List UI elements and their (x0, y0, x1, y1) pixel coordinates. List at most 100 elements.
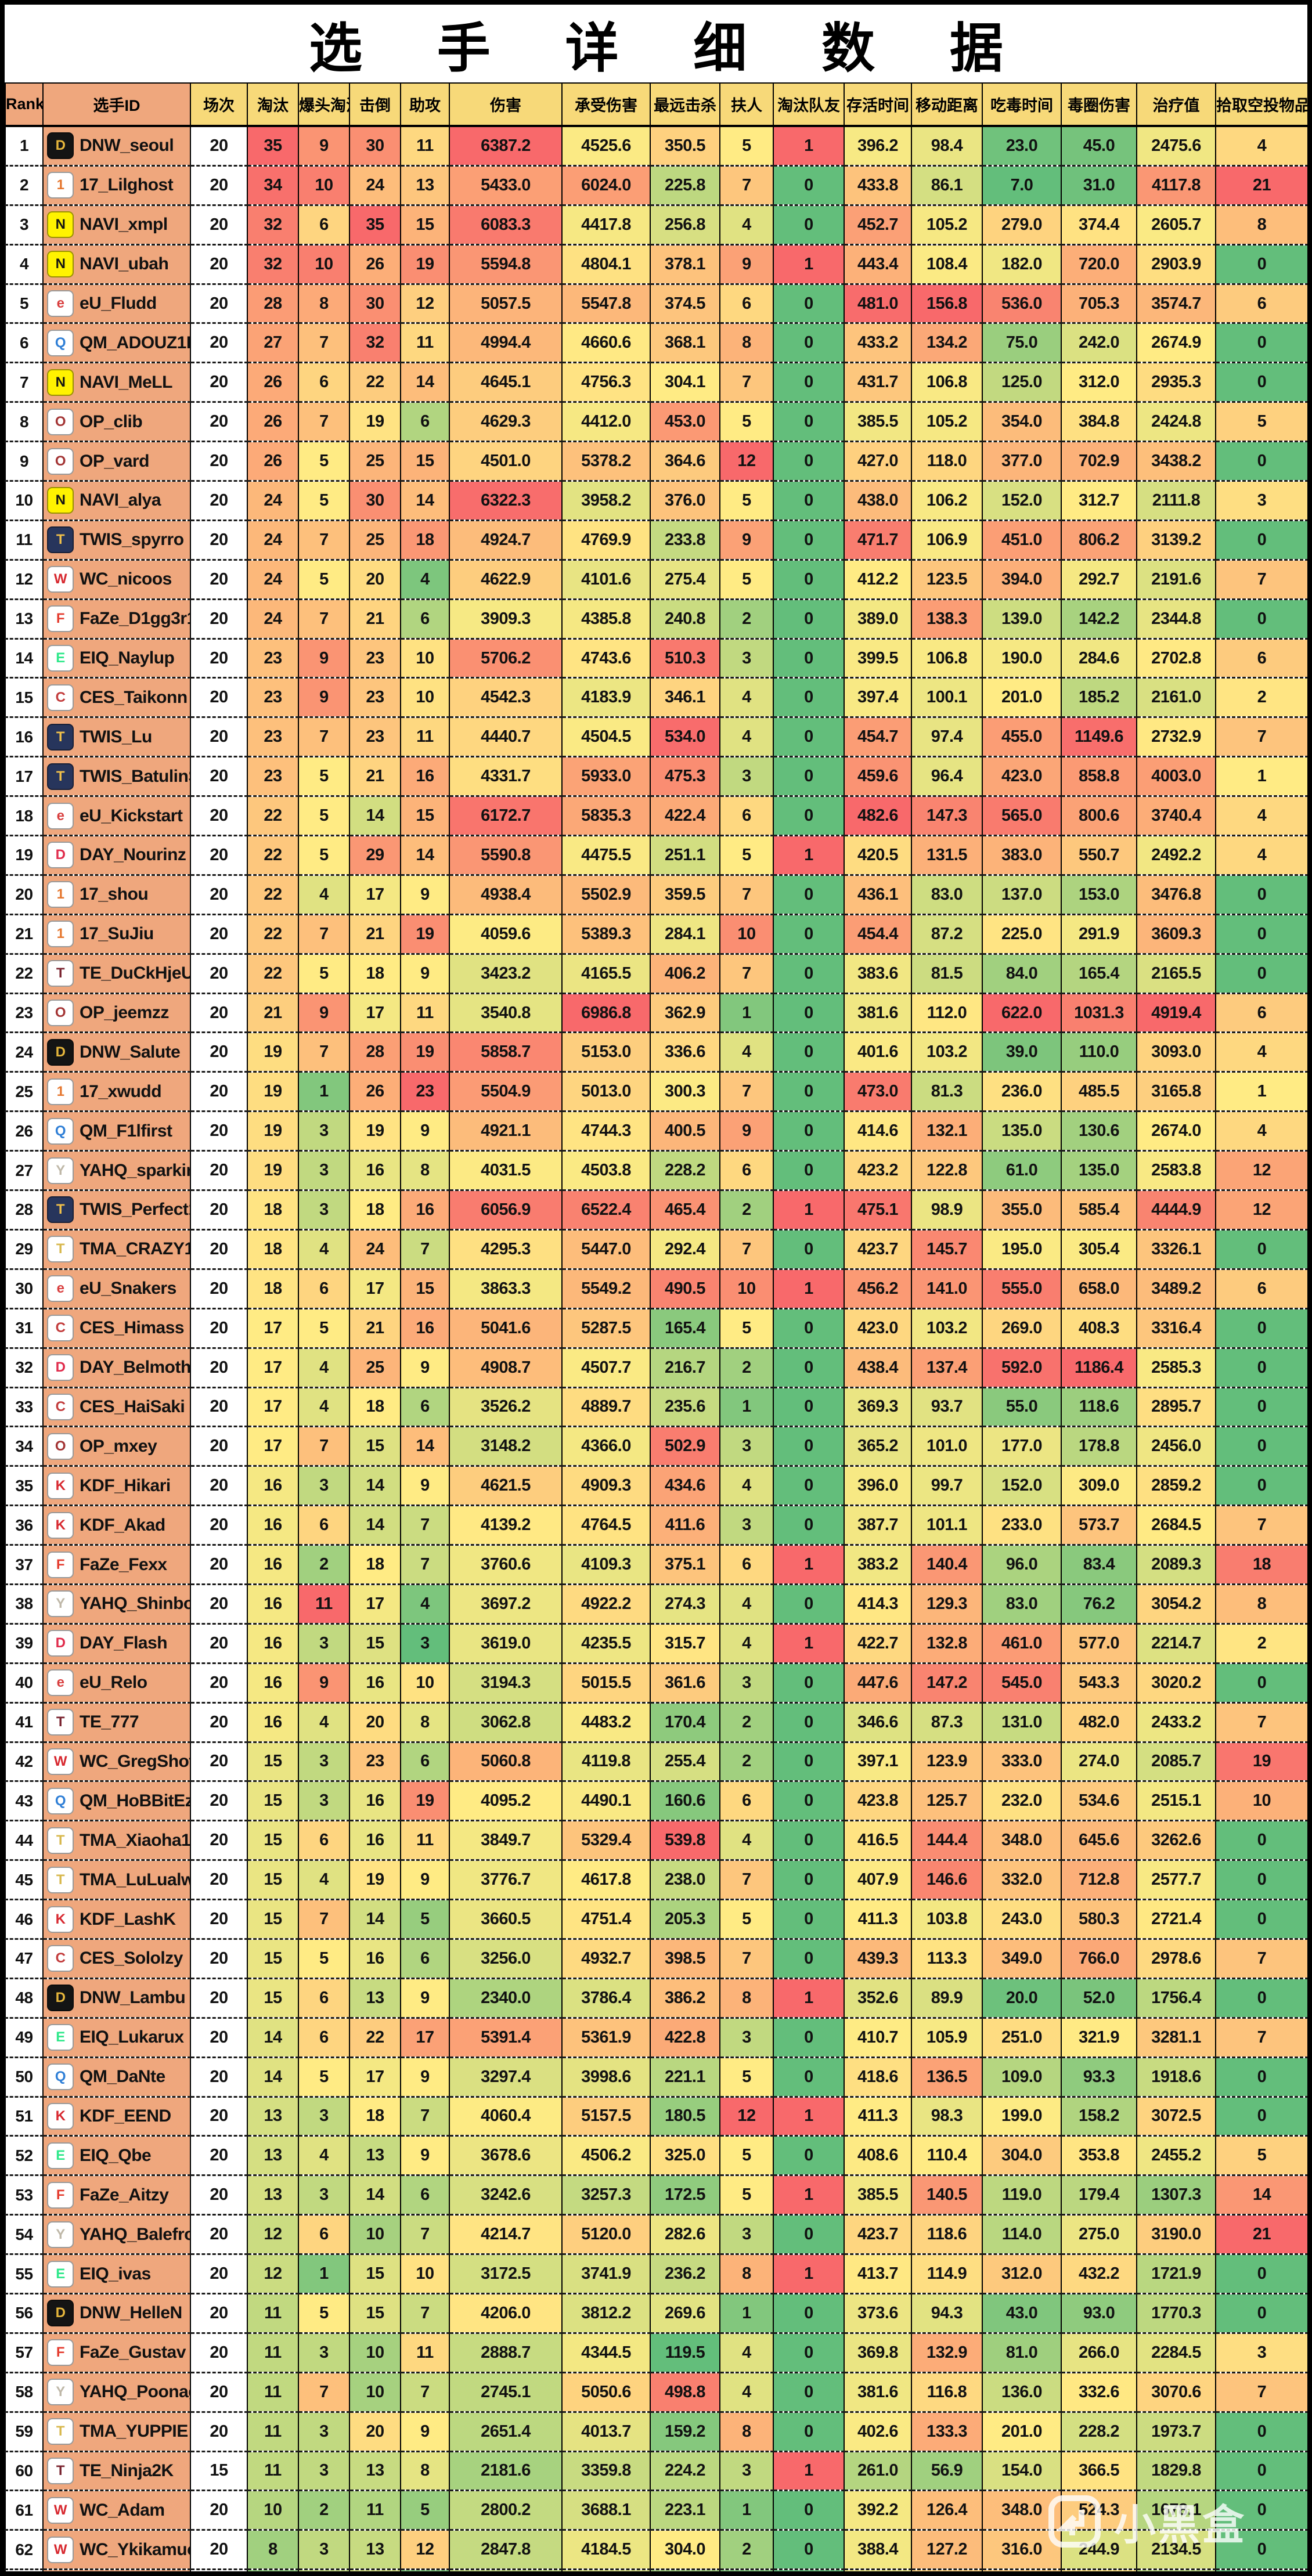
column-header-airdrop-items: 拾取空投物品 (1215, 82, 1307, 127)
stat-cell-kills: 15 (247, 1938, 299, 1979)
stat-cell-matches: 20 (190, 1150, 248, 1192)
stat-cell-damage: 5391.4 (449, 2016, 563, 2058)
stat-cell-damage-taken: 5013.0 (561, 1071, 651, 1113)
stat-cell-kills: 16 (247, 1583, 299, 1625)
stat-cell-damage: 4501.0 (449, 441, 563, 482)
stat-cell-survival-time: 418.6 (844, 2056, 912, 2098)
stat-cell-zone-time: 455.0 (982, 716, 1062, 758)
rank-cell: 1 (5, 125, 44, 167)
player-id-text: 17_SuJiu (80, 924, 154, 944)
stat-cell-revives: 5 (719, 2135, 774, 2177)
stat-cell-team-kills: 0 (773, 2568, 845, 2571)
stat-cell-move-distance: 141.0 (911, 1268, 983, 1309)
stat-cell-knocks: 28 (349, 1031, 401, 1073)
stat-cell-knocks: 25 (349, 519, 401, 561)
stat-cell-zone-time: 332.0 (982, 1859, 1062, 1901)
stat-cell-airdrop-items: 0 (1215, 913, 1307, 955)
stat-cell-damage: 4440.7 (449, 716, 563, 758)
player-row: 7 N NAVI_MeLL 20 26 6 22 14 4645.1 4756.3 304.1 7 0 4… (5, 362, 1307, 403)
stat-cell-damage: 3540.8 (449, 992, 563, 1034)
stat-cell-healing: 2475.6 (1136, 125, 1216, 167)
stat-cell-move-distance: 87.2 (911, 913, 983, 955)
stat-cell-longest-kill: 235.6 (650, 1386, 720, 1428)
stat-cell-revives: 4 (719, 1820, 774, 1861)
stat-cell-matches: 20 (190, 2371, 248, 2413)
stat-cell-revives: 7 (719, 874, 774, 915)
player-id-text: TE_Ninja2K (80, 2460, 174, 2480)
stat-cell-revives: 2 (719, 598, 774, 640)
player-id-cell: C CES_Sololzy (42, 1938, 191, 1979)
stat-cell-headshot-kills: 3 (298, 2568, 350, 2571)
player-id-text: WC_Ykikamucow (80, 2539, 189, 2559)
stat-cell-headshot-kills: 2 (298, 2490, 350, 2531)
stat-cell-kills: 12 (247, 2214, 299, 2256)
player-row: 10 N NAVI_alya 20 24 5 30 14 6322.3 3958.2 376.0 5 0… (5, 480, 1307, 521)
rank-cell: 58 (5, 2371, 44, 2413)
stat-cell-matches: 20 (190, 953, 248, 994)
stat-cell-revives: 4 (719, 716, 774, 758)
stat-cell-matches: 20 (190, 1426, 248, 1467)
player-id-cell: Y YAHQ_Shinboi (42, 1583, 191, 1625)
player-row: 6 Q QM_ADOUZ1E 20 27 7 32 11 4994.4 4660.6 368.1 8 0… (5, 322, 1307, 364)
stat-cell-kills: 32 (247, 204, 299, 246)
stat-cell-matches: 20 (190, 1662, 248, 1704)
stat-cell-headshot-kills: 3 (298, 1110, 350, 1152)
stat-cell-airdrop-items: 0 (1215, 2292, 1307, 2334)
stat-cell-team-kills: 0 (773, 2016, 845, 2058)
stat-cell-damage: 2888.7 (449, 2332, 563, 2373)
player-id-text: YAHQ_sparkingg (80, 1160, 189, 1180)
stat-cell-kills: 15 (247, 1820, 299, 1861)
stat-cell-survival-time: 454.4 (844, 913, 912, 955)
stat-cell-kills: 22 (247, 953, 299, 994)
stat-cell-kills: 11 (247, 2332, 299, 2373)
stat-cell-team-kills: 0 (773, 913, 845, 955)
stat-cell-revives: 4 (719, 1622, 774, 1664)
stat-cell-assists: 8 (400, 1150, 450, 1192)
stat-cell-kills: 19 (247, 1071, 299, 1113)
stat-cell-airdrop-items: 7 (1215, 1505, 1307, 1546)
stat-cell-matches: 20 (190, 2332, 248, 2373)
stat-cell-move-distance: 106.9 (911, 519, 983, 561)
stat-cell-healing: 3190.0 (1136, 2214, 1216, 2256)
stat-cell-assists: 17 (400, 2016, 450, 2058)
stat-cell-matches: 20 (190, 2253, 248, 2294)
stat-cell-healing: 2161.0 (1136, 677, 1216, 719)
stat-cell-assists: 7 (400, 2095, 450, 2137)
stat-cell-matches: 20 (190, 2568, 248, 2571)
stat-cell-damage: 4629.3 (449, 401, 563, 443)
stat-cell-damage: 3256.0 (449, 1938, 563, 1979)
stat-cell-assists: 19 (400, 1031, 450, 1073)
stat-cell-zone-time: 545.0 (982, 1662, 1062, 1704)
player-id-text: eU_Fludd (80, 294, 157, 313)
stat-cell-team-kills: 0 (773, 401, 845, 443)
stat-cell-matches: 20 (190, 322, 248, 364)
stat-cell-move-distance: 110.4 (911, 2135, 983, 2177)
stat-cell-move-distance: 105.9 (911, 2016, 983, 2058)
team-logo-icon: e (47, 290, 74, 317)
player-row: 8 O OP_clib 20 26 7 19 6 4629.3 4412.0 453.0 5 0 385.… (5, 401, 1307, 443)
player-id-cell: K KDF_Hikari (42, 1465, 191, 1507)
stat-cell-survival-time: 410.7 (844, 2016, 912, 2058)
stat-cell-assists: 9 (400, 1465, 450, 1507)
stat-cell-matches: 20 (190, 401, 248, 443)
stat-cell-assists: 6 (400, 1938, 450, 1979)
stat-cell-longest-kill: 304.0 (650, 2529, 720, 2571)
stat-cell-zone-damage: 485.5 (1061, 1071, 1137, 1113)
stat-cell-headshot-kills: 5 (298, 1938, 350, 1979)
stat-cell-assists: 13 (400, 164, 450, 206)
stat-cell-assists: 6 (400, 1741, 450, 1783)
stat-cell-knocks: 23 (349, 1741, 401, 1783)
player-id-cell: K KDF_LashK (42, 1899, 191, 1940)
player-row: 45T TMA_LuLualways201541993776.74617.8238… (5, 1859, 1307, 1901)
stat-cell-damage: 3172.5 (449, 2253, 563, 2294)
stat-cell-longest-kill: 434.6 (650, 1465, 720, 1507)
stat-cell-healing: 2674.9 (1136, 322, 1216, 364)
stat-cell-survival-time: 423.8 (844, 1780, 912, 1822)
stat-cell-survival-time: 414.3 (844, 1583, 912, 1625)
stat-cell-survival-time: 381.6 (844, 2371, 912, 2413)
stat-cell-knocks: 17 (349, 2056, 401, 2098)
team-logo-icon: Q (47, 329, 74, 356)
rank-cell: 51 (5, 2095, 44, 2137)
stat-cell-assists: 11 (400, 1820, 450, 1861)
stat-cell-survival-time: 396.0 (844, 1465, 912, 1507)
